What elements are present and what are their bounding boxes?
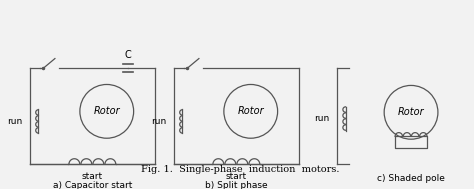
Text: b) Split phase: b) Split phase — [205, 181, 268, 189]
Text: start: start — [82, 172, 103, 181]
Text: Fig. 1.  Single-phase  induction  motors.: Fig. 1. Single-phase induction motors. — [141, 165, 339, 174]
Text: run: run — [151, 117, 166, 126]
Text: Rotor: Rotor — [398, 107, 424, 117]
Text: Rotor: Rotor — [237, 106, 264, 116]
Text: a) Capacitor start: a) Capacitor start — [53, 181, 132, 189]
Text: Rotor: Rotor — [93, 106, 120, 116]
Text: run: run — [7, 117, 22, 126]
Text: start: start — [226, 172, 247, 181]
Text: run: run — [314, 114, 329, 123]
Text: C: C — [125, 50, 131, 60]
Text: c) Shaded pole: c) Shaded pole — [377, 174, 445, 183]
